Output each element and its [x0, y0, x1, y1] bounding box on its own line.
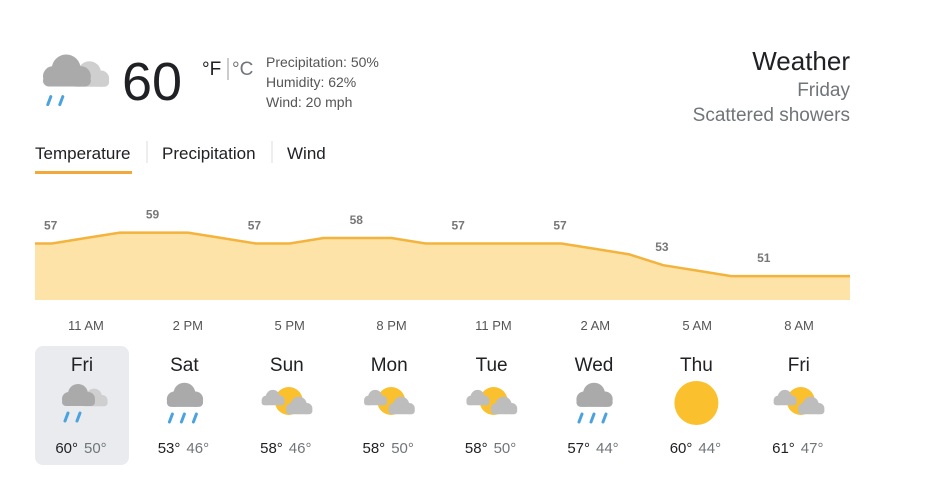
- rain-drop: [63, 411, 70, 423]
- day-low: 44°: [596, 440, 619, 457]
- rain-drop: [167, 412, 174, 424]
- day-icon: [166, 382, 204, 424]
- day-name: Fri: [788, 355, 810, 376]
- day-name: Thu: [680, 355, 713, 376]
- humidity: Humidity: 62%: [266, 74, 356, 90]
- day-icon: [674, 381, 719, 425]
- data-label: 51: [757, 251, 771, 265]
- cloud-part: [388, 407, 415, 415]
- day-low: 50°: [84, 440, 107, 457]
- day-name: Mon: [371, 355, 408, 376]
- day-low: 47°: [801, 440, 824, 457]
- current-temp: 60: [122, 52, 182, 112]
- cloud-part: [166, 398, 204, 407]
- cloud-part: [364, 399, 388, 406]
- day-icon: [466, 387, 518, 415]
- condition: Scattered showers: [693, 105, 850, 126]
- title: Weather: [752, 46, 850, 76]
- day-high: 57°: [567, 440, 590, 457]
- day-high: 53°: [158, 440, 181, 457]
- day-name: Sat: [170, 355, 199, 376]
- x-tick-label: 11 AM: [68, 318, 104, 333]
- data-label: 58: [350, 213, 364, 227]
- rain-drop: [179, 412, 186, 424]
- day-high: 60°: [670, 440, 693, 457]
- tab-underline: [35, 171, 132, 174]
- data-label: 57: [451, 218, 465, 232]
- day-icon: [364, 387, 415, 415]
- day-name: Fri: [71, 355, 93, 376]
- day-name: Sun: [270, 355, 304, 376]
- data-label: 57: [553, 218, 567, 232]
- cloud-part: [62, 398, 95, 406]
- rain-drop: [191, 412, 198, 424]
- day-icon: [261, 387, 313, 415]
- sun: [674, 381, 719, 425]
- day-icon: [773, 387, 825, 415]
- x-tick-label: 5 PM: [275, 318, 305, 333]
- day-icon: [62, 384, 108, 423]
- day: Friday: [797, 80, 850, 101]
- day-high: 58°: [260, 440, 283, 457]
- x-tick-label: 11 PM: [475, 318, 512, 333]
- cloud-part: [261, 399, 285, 406]
- wind: Wind: 20 mph: [266, 94, 352, 110]
- rain-drop: [46, 95, 53, 107]
- tab[interactable]: Precipitation: [162, 144, 256, 163]
- day-high: 58°: [363, 440, 386, 457]
- rain-drop: [75, 411, 82, 423]
- cloud-part: [576, 398, 613, 407]
- unit-c[interactable]: °C: [232, 59, 253, 80]
- cloud-part: [286, 407, 313, 415]
- day-low: 50°: [494, 440, 517, 457]
- data-label: 53: [655, 240, 669, 254]
- day-low: 50°: [391, 440, 414, 457]
- area-fill: [35, 232, 850, 300]
- data-label: 57: [44, 218, 58, 232]
- cloud-part: [466, 399, 490, 406]
- day-high: 61°: [772, 440, 795, 457]
- tab[interactable]: Temperature: [35, 144, 130, 163]
- cloud-part: [798, 407, 825, 415]
- unit-f[interactable]: °F: [202, 59, 221, 80]
- x-tick-label: 5 AM: [682, 318, 712, 333]
- x-tick-label: 2 AM: [581, 318, 611, 333]
- data-label: 57: [248, 218, 262, 232]
- day-low: 44°: [698, 440, 721, 457]
- day-name: Wed: [575, 355, 614, 376]
- area-line: [35, 231, 850, 278]
- current-icon: [43, 54, 110, 107]
- x-tick-label: 8 PM: [376, 318, 406, 333]
- rain-drop: [601, 412, 608, 424]
- day-high: 60°: [55, 440, 78, 457]
- data-label: 59: [146, 208, 160, 222]
- day-high: 58°: [465, 440, 488, 457]
- cloud-part: [490, 407, 518, 415]
- tab[interactable]: Wind: [287, 144, 326, 163]
- precipitation: Precipitation: 50%: [266, 54, 379, 70]
- cloud-part: [773, 399, 797, 406]
- rain-drop: [58, 95, 65, 107]
- day-low: 46°: [289, 440, 312, 457]
- day-low: 46°: [186, 440, 209, 457]
- rain-drop: [577, 412, 584, 424]
- x-tick-label: 2 PM: [173, 318, 203, 333]
- x-tick-label: 8 AM: [784, 318, 814, 333]
- day-icon: [576, 382, 613, 424]
- cloud-part: [43, 74, 91, 87]
- rain-drop: [589, 412, 596, 424]
- day-name: Tue: [476, 355, 508, 376]
